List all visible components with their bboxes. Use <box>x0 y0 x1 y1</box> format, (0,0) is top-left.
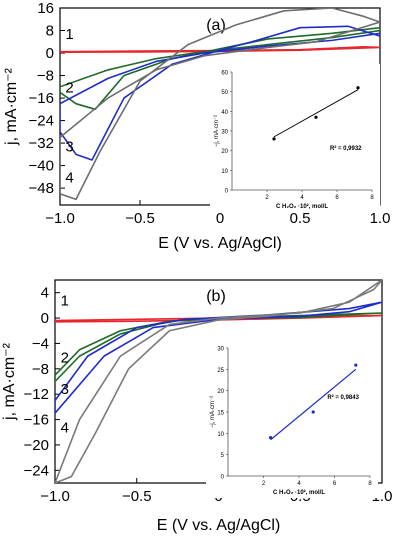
inset-x-tick-label: 6 <box>333 481 337 487</box>
inset-y-tick-label: 20 <box>217 389 224 395</box>
inset-y-tick-label: 0 <box>225 189 229 195</box>
inset-r2-label: R² = 0,9843 <box>327 394 359 401</box>
x-tick-label: 0.5 <box>290 210 311 227</box>
y-tick-label: 4 <box>41 285 49 302</box>
inset-y-tick-label: 15 <box>217 411 224 417</box>
curve-label: 2 <box>65 79 73 96</box>
series-line <box>55 314 382 323</box>
y-axis-label: j, mA·cm⁻² <box>1 342 18 421</box>
inset-background <box>206 340 378 498</box>
series-line <box>60 26 380 111</box>
inset-y-tick-label: 20 <box>221 149 228 155</box>
inset-y-tick-label: 10 <box>221 169 228 175</box>
inset-chart: 0 10 20 30 40 50 60 2 4 6 8 C H₂O₂ ·10², mol/L −j, m… <box>210 64 380 212</box>
x-axis-label: E (V vs. Ag/AgCl) <box>157 517 281 534</box>
curve-label: 1 <box>65 26 73 43</box>
x-tick-label: −1.0 <box>40 488 70 505</box>
inset-x-label: C H₂O₂ ·10², mol/L <box>276 203 328 210</box>
curve-label: 3 <box>65 139 73 156</box>
inset-point <box>354 363 358 367</box>
y-tick-label: −8 <box>37 68 54 85</box>
y-tick-label: −20 <box>24 437 49 454</box>
inset-y-tick-label: 30 <box>221 130 228 136</box>
y-tick-label: 16 <box>37 0 54 17</box>
inset-y-tick-label: 5 <box>221 453 225 459</box>
series-line <box>55 312 382 383</box>
y-tick-label: −32 <box>29 135 54 152</box>
series-line <box>60 46 380 53</box>
inset-x-tick-label: 8 <box>370 195 374 201</box>
inset-y-tick-label: 30 <box>217 347 224 353</box>
inset-x-tick-label: 2 <box>265 195 269 201</box>
y-tick-label: −12 <box>24 386 49 403</box>
inset-chart: 0 5 10 15 20 25 30 2 4 6 8 C H₂O₂ ·10², mol/L −j, mA… <box>206 340 378 498</box>
x-tick-label: −1.0 <box>45 210 75 227</box>
inset-fit-line <box>273 89 359 138</box>
inset-x-label: C H₂O₂ ·10², mol/L <box>273 489 325 496</box>
inset-y-label: −j, mA·cm⁻² <box>210 396 216 428</box>
curve-label: 4 <box>65 169 73 186</box>
x-axis-label: E (V vs. Ag/AgCl) <box>158 235 282 252</box>
chart-panel: −1.0−0.500.51.040−4−8−12−16−20−24E (V vs… <box>1 279 392 534</box>
series-line <box>55 301 382 415</box>
inset-background <box>210 64 380 212</box>
y-tick-label: −8 <box>32 361 49 378</box>
inset-y-label: −j, mA·cm⁻² <box>214 115 220 147</box>
y-tick-label: 0 <box>41 310 49 327</box>
inset-point <box>314 115 318 119</box>
curve-label: 1 <box>61 292 69 309</box>
x-tick-label: −0.5 <box>125 210 155 227</box>
y-tick-label: −16 <box>24 412 49 429</box>
inset-point <box>356 86 360 90</box>
series-line <box>60 8 380 201</box>
x-tick-label: 0 <box>216 210 224 227</box>
y-tick-label: −16 <box>29 90 54 107</box>
inset-y-tick-label: 60 <box>221 71 228 77</box>
inset-point <box>269 436 273 440</box>
y-tick-label: −48 <box>29 180 54 197</box>
y-tick-label: −40 <box>29 158 54 175</box>
curve-label: 2 <box>61 349 69 366</box>
x-tick-label: −0.5 <box>122 488 152 505</box>
curve-label: 3 <box>61 381 69 398</box>
inset-x-tick-label: 6 <box>335 195 339 201</box>
y-tick-label: 8 <box>46 23 54 40</box>
panel-label: (a) <box>206 17 226 34</box>
curve-label: 4 <box>61 419 69 436</box>
inset-x-tick-label: 4 <box>297 481 301 487</box>
inset-y-tick-label: 40 <box>221 110 228 116</box>
inset-x-tick-label: 2 <box>262 481 266 487</box>
inset-y-tick-label: 50 <box>221 90 228 96</box>
inset-y-tick-label: 10 <box>217 432 224 438</box>
y-tick-label: −24 <box>29 113 54 130</box>
y-tick-label: 0 <box>46 45 54 62</box>
inset-y-tick-label: 0 <box>221 475 225 481</box>
inset-fit-line <box>270 368 357 441</box>
panel-label: (b) <box>206 288 226 305</box>
y-tick-label: −24 <box>24 462 49 479</box>
inset-point <box>311 410 315 414</box>
inset-x-tick-label: 8 <box>368 481 372 487</box>
x-tick-label: 1.0 <box>370 210 391 227</box>
series-line <box>55 280 382 483</box>
series-line <box>60 25 380 161</box>
inset-r2-label: R² = 0,9932 <box>330 145 362 152</box>
y-tick-label: −4 <box>32 335 49 352</box>
y-axis-label: j, mA·cm⁻² <box>3 67 20 146</box>
inset-x-tick-label: 4 <box>300 195 304 201</box>
inset-point <box>272 137 276 141</box>
inset-y-tick-label: 25 <box>217 368 224 374</box>
